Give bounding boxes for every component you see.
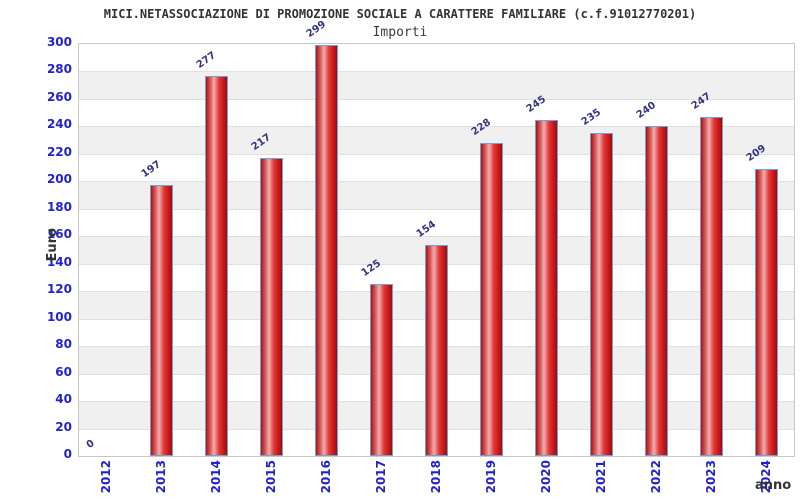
x-axis-tick-label: 2017 bbox=[373, 460, 388, 494]
y-axis-tick-label: 200 bbox=[46, 172, 72, 187]
y-axis-title: Euro bbox=[45, 228, 60, 262]
grid-band bbox=[79, 153, 794, 182]
y-axis-tick-label: 180 bbox=[46, 199, 72, 214]
y-axis-tick-label: 40 bbox=[55, 392, 72, 407]
grid-band bbox=[79, 44, 794, 72]
y-axis-tick-label: 280 bbox=[46, 62, 72, 77]
y-axis-tick-label: 240 bbox=[46, 117, 72, 132]
bar bbox=[755, 168, 778, 456]
chart-subtitle: Importi bbox=[372, 25, 428, 40]
bar bbox=[645, 126, 668, 456]
bar bbox=[150, 185, 173, 456]
bar-value-label: 209 bbox=[744, 143, 768, 164]
bar bbox=[480, 142, 503, 456]
grid-band bbox=[79, 181, 794, 209]
y-axis-tick-label: 160 bbox=[46, 227, 72, 242]
x-axis-tick-label: 2023 bbox=[703, 460, 718, 494]
bar-value-label: 0 bbox=[84, 437, 97, 451]
chart-title: MICI.NETASSOCIAZIONE DI PROMOZIONE SOCIA… bbox=[103, 7, 697, 21]
bars-layer: 0 197 277 217 299 125 154 228 245 235 240 247 209 bbox=[79, 19, 794, 456]
grid-band bbox=[79, 71, 794, 99]
x-axis-tick-label: 2012 bbox=[98, 460, 113, 494]
x-axis-tick-label: 2014 bbox=[208, 460, 223, 494]
bar-value-label: 235 bbox=[579, 107, 603, 129]
y-axis-tick-label: 0 bbox=[63, 447, 72, 461]
bar-value-label: 247 bbox=[689, 90, 713, 112]
x-axis-tick-label: 2020 bbox=[538, 460, 553, 494]
bar-value-label: 154 bbox=[414, 218, 438, 240]
bar-value-label: 125 bbox=[359, 258, 383, 280]
grid-band bbox=[79, 208, 794, 237]
y-axis-tick-label: 220 bbox=[46, 144, 72, 159]
y-axis-tick-label: 100 bbox=[46, 309, 72, 324]
x-axis-title: anno bbox=[755, 478, 792, 493]
bar bbox=[205, 75, 228, 456]
y-axis-tick-label: 80 bbox=[55, 337, 72, 352]
x-axis-tick-labels: 2012 2013 2014 2015 2016 2017 2018 2019 2020 2021… bbox=[79, 460, 794, 500]
bar bbox=[590, 133, 613, 456]
y-axis-tick-label: 260 bbox=[46, 89, 72, 104]
x-axis-tick-label: 2015 bbox=[263, 460, 278, 494]
y-axis-tick-label: 20 bbox=[55, 419, 72, 434]
bar-value-label: 228 bbox=[469, 116, 493, 138]
bar-value-label: 197 bbox=[139, 159, 163, 181]
x-axis-tick-label: 2022 bbox=[648, 460, 663, 494]
grid-band bbox=[79, 126, 794, 154]
x-axis-tick-label: 2019 bbox=[483, 460, 498, 494]
bar bbox=[425, 244, 448, 456]
grid-band bbox=[79, 98, 794, 127]
y-axis-tick-label: 120 bbox=[46, 282, 72, 297]
bar-value-label: 240 bbox=[634, 100, 658, 122]
x-axis-tick-label: 2018 bbox=[428, 460, 443, 494]
bar bbox=[535, 119, 558, 456]
y-axis-tick-labels: 0 20 40 60 80 100 120 140 160 180 200 220 240 260 280 3… bbox=[0, 35, 72, 461]
x-axis-tick-label: 2016 bbox=[318, 460, 333, 494]
x-axis-tick-label: 2013 bbox=[153, 460, 168, 494]
y-axis-tick-label: 140 bbox=[46, 254, 72, 269]
bar bbox=[260, 158, 283, 456]
x-axis-tick-label: 2021 bbox=[593, 460, 608, 494]
bar bbox=[370, 284, 393, 456]
bar bbox=[700, 116, 723, 456]
y-axis-tick-label: 300 bbox=[46, 35, 72, 49]
bar bbox=[315, 45, 338, 456]
bar-value-label: 217 bbox=[249, 132, 273, 153]
bar-value-label: 277 bbox=[194, 49, 218, 71]
bar-value-label: 245 bbox=[524, 93, 548, 115]
y-axis-tick-label: 60 bbox=[55, 364, 72, 379]
